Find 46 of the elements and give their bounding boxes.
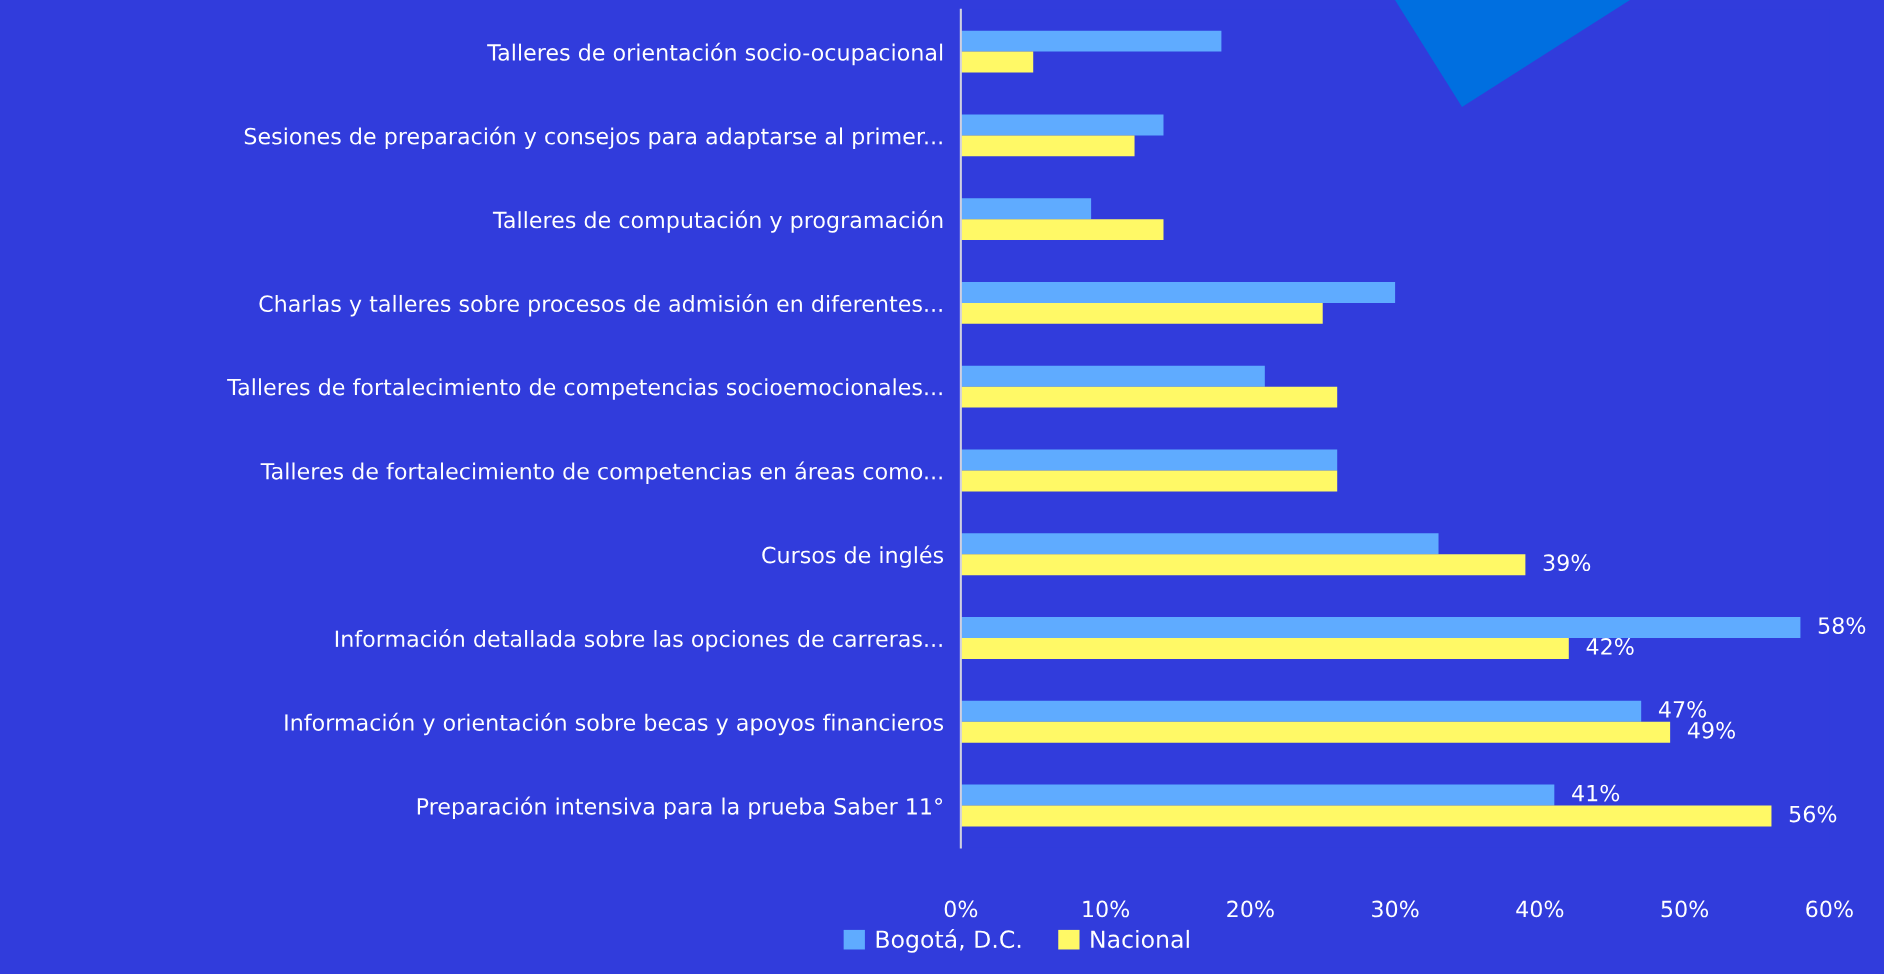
y-tick-label: Cursos de inglés — [762, 545, 944, 568]
legend-label: Nacional — [1091, 929, 1189, 949]
data-label: 47% — [1658, 700, 1707, 718]
x-tick-label: 20% — [1227, 900, 1274, 918]
bar — [960, 637, 1569, 659]
legend-label: Bogotá, D.C. — [876, 928, 1021, 953]
x-tick-label: 60% — [1806, 900, 1853, 918]
bar — [960, 805, 1772, 827]
bar — [960, 281, 1396, 303]
bar — [960, 135, 1135, 157]
data-label: 56% — [1789, 805, 1837, 823]
y-tick-label: Talleres de computación y programación — [492, 210, 943, 233]
data-label: 41% — [1572, 784, 1620, 802]
y-tick-label: Talleres de orientación socio-ocupacional — [487, 42, 943, 66]
bar — [960, 219, 1164, 241]
bar — [960, 114, 1164, 136]
x-tick-label: 0% — [944, 900, 978, 918]
x-tick-label: 50% — [1661, 900, 1709, 918]
y-tick-label: Sesiones de preparación y consejos para adaptarse al primer... — [244, 126, 942, 149]
y-tick-label: Talleres de fortalecimiento de competencias en áreas como... — [260, 461, 942, 484]
bar — [960, 365, 1265, 387]
bar — [960, 700, 1642, 722]
bar — [960, 721, 1671, 743]
bar — [960, 784, 1555, 806]
bar — [960, 386, 1338, 408]
bar — [960, 470, 1338, 492]
y-tick-label: Charlas y talleres sobre procesos de admisión en diferentes... — [259, 294, 942, 317]
x-tick-label: 40% — [1516, 900, 1564, 918]
data-label: 58% — [1818, 617, 1866, 634]
data-label: 42% — [1586, 638, 1634, 655]
y-tick-label: Preparación intensiva para la prueba Saber 11° — [417, 796, 943, 820]
y-tick-label: Información detallada sobre las opciones de carreras... — [335, 629, 942, 652]
x-tick-label: 10% — [1083, 900, 1130, 918]
bar — [960, 30, 1222, 52]
bar — [960, 533, 1439, 555]
data-label: 49% — [1687, 721, 1735, 739]
bar — [960, 302, 1323, 324]
bar — [960, 449, 1338, 471]
bar — [960, 198, 1092, 220]
bar — [960, 51, 1034, 73]
x-tick-label: 30% — [1372, 900, 1419, 918]
y-tick-label: Información y orientación sobre becas y apoyos financieros — [285, 712, 944, 736]
data-label: 39% — [1543, 554, 1591, 572]
bar — [960, 617, 1801, 638]
bar — [960, 554, 1526, 576]
y-tick-label: Talleres de fortalecimiento de competencias socioemocionales... — [227, 378, 942, 400]
